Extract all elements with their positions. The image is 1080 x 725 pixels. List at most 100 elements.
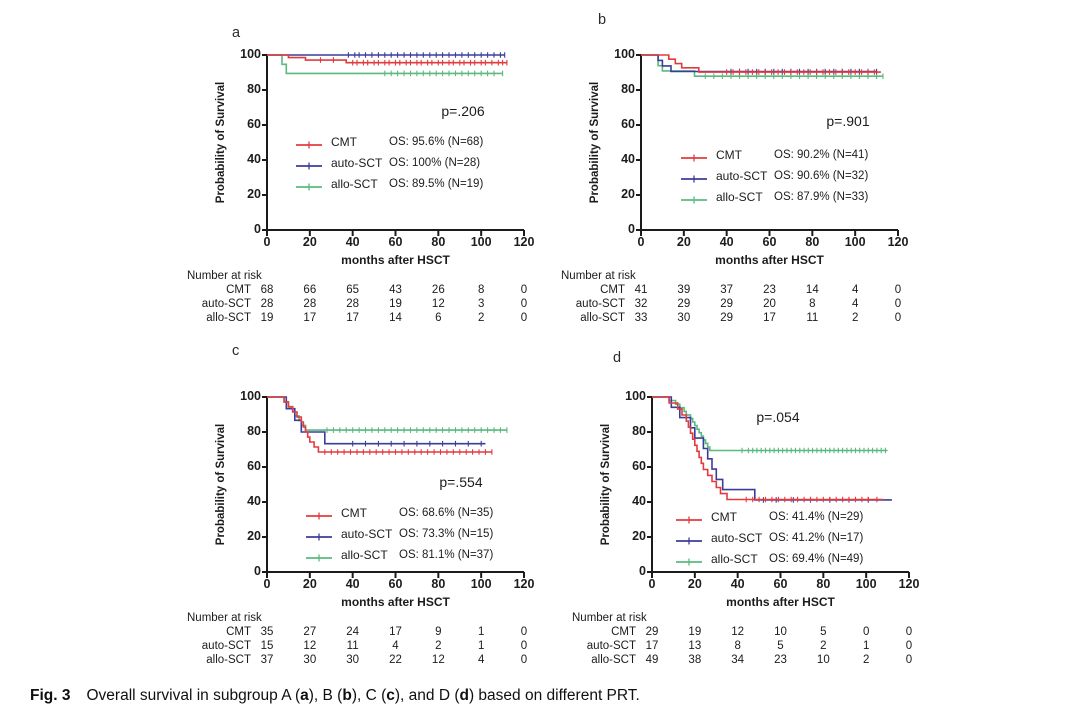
y-axis-title: Probability of Survival [215, 81, 227, 204]
risk-row-label: CMT [226, 626, 251, 638]
caption-segment: Overall survival in subgroup A ( [86, 687, 301, 704]
risk-value: 20 [763, 298, 776, 310]
figure-caption-text: Overall survival in subgroup A (a), B (b… [86, 687, 639, 704]
risk-row-label: auto-SCT [201, 640, 251, 652]
y-axis-title: Probability of Survival [215, 423, 227, 546]
risk-value: 12 [431, 298, 445, 310]
x-tick-label: 20 [302, 235, 317, 249]
x-tick-label: 60 [388, 577, 403, 591]
y-tick-label: 40 [621, 152, 635, 166]
risk-value: 28 [303, 298, 317, 310]
x-tick-label: 40 [345, 235, 360, 249]
risk-value: 8 [809, 298, 816, 310]
risk-value: 28 [346, 298, 360, 310]
y-tick-label: 60 [621, 117, 635, 131]
legend-line-icon [306, 554, 332, 562]
panel-a-survival-chart: a Probability of Survival 0 20 40 60 80 100 0 20 4… [185, 14, 570, 349]
risk-value: 29 [677, 298, 691, 310]
legend-row-CMT: CMT OS: 41.4% (N=29) [675, 510, 915, 527]
legend-line-sample [675, 512, 703, 530]
y-tick-label: 100 [625, 389, 646, 403]
risk-value: 17 [763, 312, 776, 324]
legend-series-name: auto-SCT [341, 527, 393, 541]
x-axis-title: months after HSCT [715, 253, 824, 267]
risk-value: 0 [520, 312, 528, 324]
legend-row-auto-SCT: auto-SCT OS: 41.2% (N=17) [675, 531, 915, 548]
risk-row-label: allo-SCT [580, 312, 625, 324]
risk-value: 39 [677, 284, 691, 296]
y-tick-label: 80 [632, 424, 646, 438]
x-tick-label: 20 [687, 577, 702, 591]
risk-value: 0 [520, 654, 528, 666]
y-tick-label: 40 [247, 152, 261, 166]
censor-ticks-auto-SCT [352, 440, 482, 447]
risk-value: 23 [774, 654, 787, 666]
figure-caption: Fig. 3 Overall survival in subgroup A (a)… [30, 687, 640, 705]
risk-value: 28 [260, 298, 274, 310]
risk-value: 29 [720, 298, 734, 310]
risk-value: 14 [805, 284, 819, 296]
risk-value: 3 [477, 298, 485, 310]
survival-plot [647, 396, 910, 578]
risk-value: 33 [634, 312, 648, 324]
caption-segment: ), and D ( [394, 687, 460, 704]
risk-row-label: allo-SCT [591, 654, 636, 666]
caption-bold-letter: d [459, 687, 469, 704]
legend-line-icon [676, 558, 702, 566]
risk-value: 17 [346, 312, 360, 324]
censor-ticks-auto-SCT [347, 52, 506, 58]
legend-line-icon [681, 175, 707, 183]
x-tick-label: 80 [816, 577, 831, 591]
legend-os-value: OS: 41.2% (N=17) [769, 532, 864, 544]
survival-plot [262, 52, 525, 236]
y-tick-label: 20 [632, 529, 646, 543]
censor-ticks-allo-SCT [326, 427, 508, 433]
risk-value: 68 [260, 284, 274, 296]
x-tick-label: 100 [470, 577, 492, 591]
x-axis-title: months after HSCT [341, 595, 450, 609]
risk-value: 1 [477, 640, 485, 652]
legend-os-value: OS: 41.4% (N=29) [769, 511, 864, 523]
risk-value: 37 [260, 654, 274, 666]
legend-os-value: OS: 90.2% (N=41) [774, 149, 869, 161]
risk-value: 41 [634, 284, 648, 296]
legend-os-value: OS: 69.4% (N=49) [769, 553, 864, 565]
risk-value: 23 [763, 284, 776, 296]
legend-line-icon [681, 154, 707, 162]
risk-value: 35 [260, 626, 274, 638]
legend-line-sample [305, 529, 333, 547]
legend-line-icon [676, 537, 702, 545]
risk-value: 0 [894, 284, 902, 296]
y-tick-label: 80 [247, 424, 261, 438]
legend-series-name: allo-SCT [711, 552, 758, 566]
risk-value: 0 [894, 312, 902, 324]
x-tick-label: 60 [773, 577, 788, 591]
risk-value: 4 [392, 640, 399, 652]
x-tick-label: 100 [470, 235, 492, 249]
legend-line-sample [675, 554, 703, 572]
y-tick-label: 20 [247, 187, 261, 201]
risk-value: 11 [346, 640, 359, 652]
survival-curve-CMT [641, 54, 881, 73]
risk-value: 2 [820, 640, 827, 652]
risk-value: 17 [303, 312, 317, 324]
x-tick-label: 80 [431, 577, 446, 591]
legend-line-icon [681, 196, 707, 204]
risk-value: 0 [520, 298, 528, 310]
risk-value: 14 [389, 312, 402, 324]
legend-series-name: CMT [341, 506, 367, 520]
y-tick-label: 100 [240, 389, 261, 403]
risk-value: 8 [477, 284, 485, 296]
y-tick-label: 40 [632, 494, 646, 508]
risk-value: 10 [816, 654, 830, 666]
y-tick-label: 40 [247, 494, 261, 508]
legend-line-icon [296, 183, 322, 191]
risk-value: 0 [905, 654, 913, 666]
risk-value: 66 [303, 284, 317, 296]
legend-line-sample [305, 550, 333, 568]
risk-value: 10 [774, 626, 787, 638]
risk-value: 0 [905, 640, 913, 652]
legend-series-name: CMT [711, 510, 737, 524]
survival-curve-CMT [267, 396, 492, 453]
legend-line-sample [305, 508, 333, 526]
